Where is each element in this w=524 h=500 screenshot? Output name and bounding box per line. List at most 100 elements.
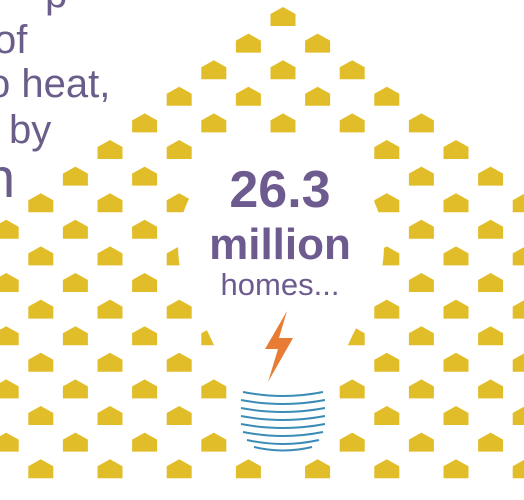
house-block-icon: [97, 406, 123, 425]
house-block-icon: [408, 379, 434, 399]
house-block-icon: [443, 406, 469, 425]
house-block-icon: [62, 273, 88, 292]
house-block-icon: [132, 219, 158, 239]
house-block-icon: [374, 140, 400, 159]
house-block-icon: [339, 113, 365, 133]
homes-count: 26.3: [229, 161, 331, 219]
house-block-icon: [478, 273, 504, 292]
house-block-icon: [270, 60, 296, 80]
house-block-icon: [62, 379, 88, 399]
house-block-icon: [0, 219, 19, 239]
house-block-icon: [201, 379, 227, 399]
house-block-icon: [478, 166, 504, 186]
house-block-icon: [97, 352, 123, 372]
house-block-icon: [374, 352, 400, 372]
house-block-icon: [443, 246, 469, 266]
intro-text-line-5: n: [0, 150, 15, 206]
intro-text-line-2: of: [0, 18, 28, 62]
house-block-icon: [97, 299, 123, 319]
house-block-icon: [478, 219, 504, 239]
house-block-icon: [97, 193, 123, 213]
house-block-icon: [339, 379, 365, 399]
house-block-icon: [512, 247, 524, 266]
house-block-icon: [478, 326, 504, 346]
house-block-icon: [305, 33, 331, 53]
house-block-icon: [270, 113, 296, 133]
house-block-icon: [97, 459, 123, 479]
house-block-icon: [512, 353, 524, 372]
house-block-icon: [305, 459, 331, 479]
house-block-icon: [374, 406, 400, 425]
house-block-icon: [270, 7, 296, 26]
homes-count-unit: million: [209, 220, 351, 269]
house-block-icon: [132, 273, 158, 292]
house-block-icon: [443, 193, 469, 213]
house-block-icon: [28, 406, 54, 425]
house-block-icon: [235, 86, 261, 106]
house-block-icon: [97, 246, 123, 266]
house-block-icon: [62, 432, 88, 452]
house-block-icon: [374, 299, 400, 319]
house-block-icon: [235, 33, 261, 53]
house-block-icon: [166, 86, 192, 106]
house-block-icon: [201, 60, 227, 80]
house-block-icon: [62, 166, 88, 186]
house-block-icon: [408, 113, 434, 133]
house-block-icon: [97, 140, 123, 159]
house-block-icon: [132, 113, 158, 133]
house-block-icon: [408, 326, 434, 346]
house-block-icon: [374, 86, 400, 106]
house-block-icon: [28, 299, 54, 319]
house-block-icon: [305, 86, 331, 106]
house-block-icon: [374, 459, 400, 479]
house-block-icon: [443, 352, 469, 372]
intro-text-line-4: by: [9, 108, 52, 152]
house-block-icon: [0, 326, 19, 346]
house-block-icon: [0, 432, 19, 452]
house-block-icon: [0, 273, 19, 292]
house-block-icon: [201, 113, 227, 133]
house-block-icon: [512, 193, 524, 213]
house-block-icon: [408, 166, 434, 186]
house-block-icon: [478, 379, 504, 399]
house-block-icon: [62, 219, 88, 239]
house-block-icon: [339, 60, 365, 80]
house-block-icon: [166, 299, 192, 319]
house-block-icon: [443, 299, 469, 319]
house-block-icon: [166, 406, 192, 425]
house-block-icon: [28, 193, 54, 213]
house-block-icon: [166, 459, 192, 479]
house-block-icon: [28, 352, 54, 372]
house-block-icon: [235, 459, 261, 479]
house-block-icon: [132, 379, 158, 399]
house-block-icon: [443, 459, 469, 479]
house-block-icon: [166, 140, 192, 159]
intro-text-line-1: p: [45, 0, 67, 16]
house-block-icon: [408, 273, 434, 292]
house-block-icon: [512, 406, 524, 425]
house-block-icon: [408, 219, 434, 239]
bulb-glass: [178, 145, 384, 376]
house-block-icon: [339, 432, 365, 452]
homes-label: homes...: [220, 267, 340, 302]
intro-text-line-3: o heat,: [0, 62, 111, 106]
house-block-icon: [28, 246, 54, 266]
bulb-base: [240, 391, 326, 452]
house-block-icon: [201, 432, 227, 452]
house-block-icon: [0, 379, 19, 399]
house-block-icon: [512, 300, 524, 319]
house-block-icon: [132, 326, 158, 346]
house-block-icon: [62, 326, 88, 346]
house-block-icon: [132, 166, 158, 186]
house-block-icon: [408, 432, 434, 452]
lightning-bolt-icon: [265, 311, 293, 382]
house-block-icon: [443, 140, 469, 159]
house-block-icon: [512, 459, 524, 479]
house-block-icon: [132, 432, 158, 452]
house-block-icon: [478, 432, 504, 452]
house-block-icon: [28, 459, 54, 479]
house-block-icon: [166, 352, 192, 372]
house-block-icon: [374, 193, 400, 213]
